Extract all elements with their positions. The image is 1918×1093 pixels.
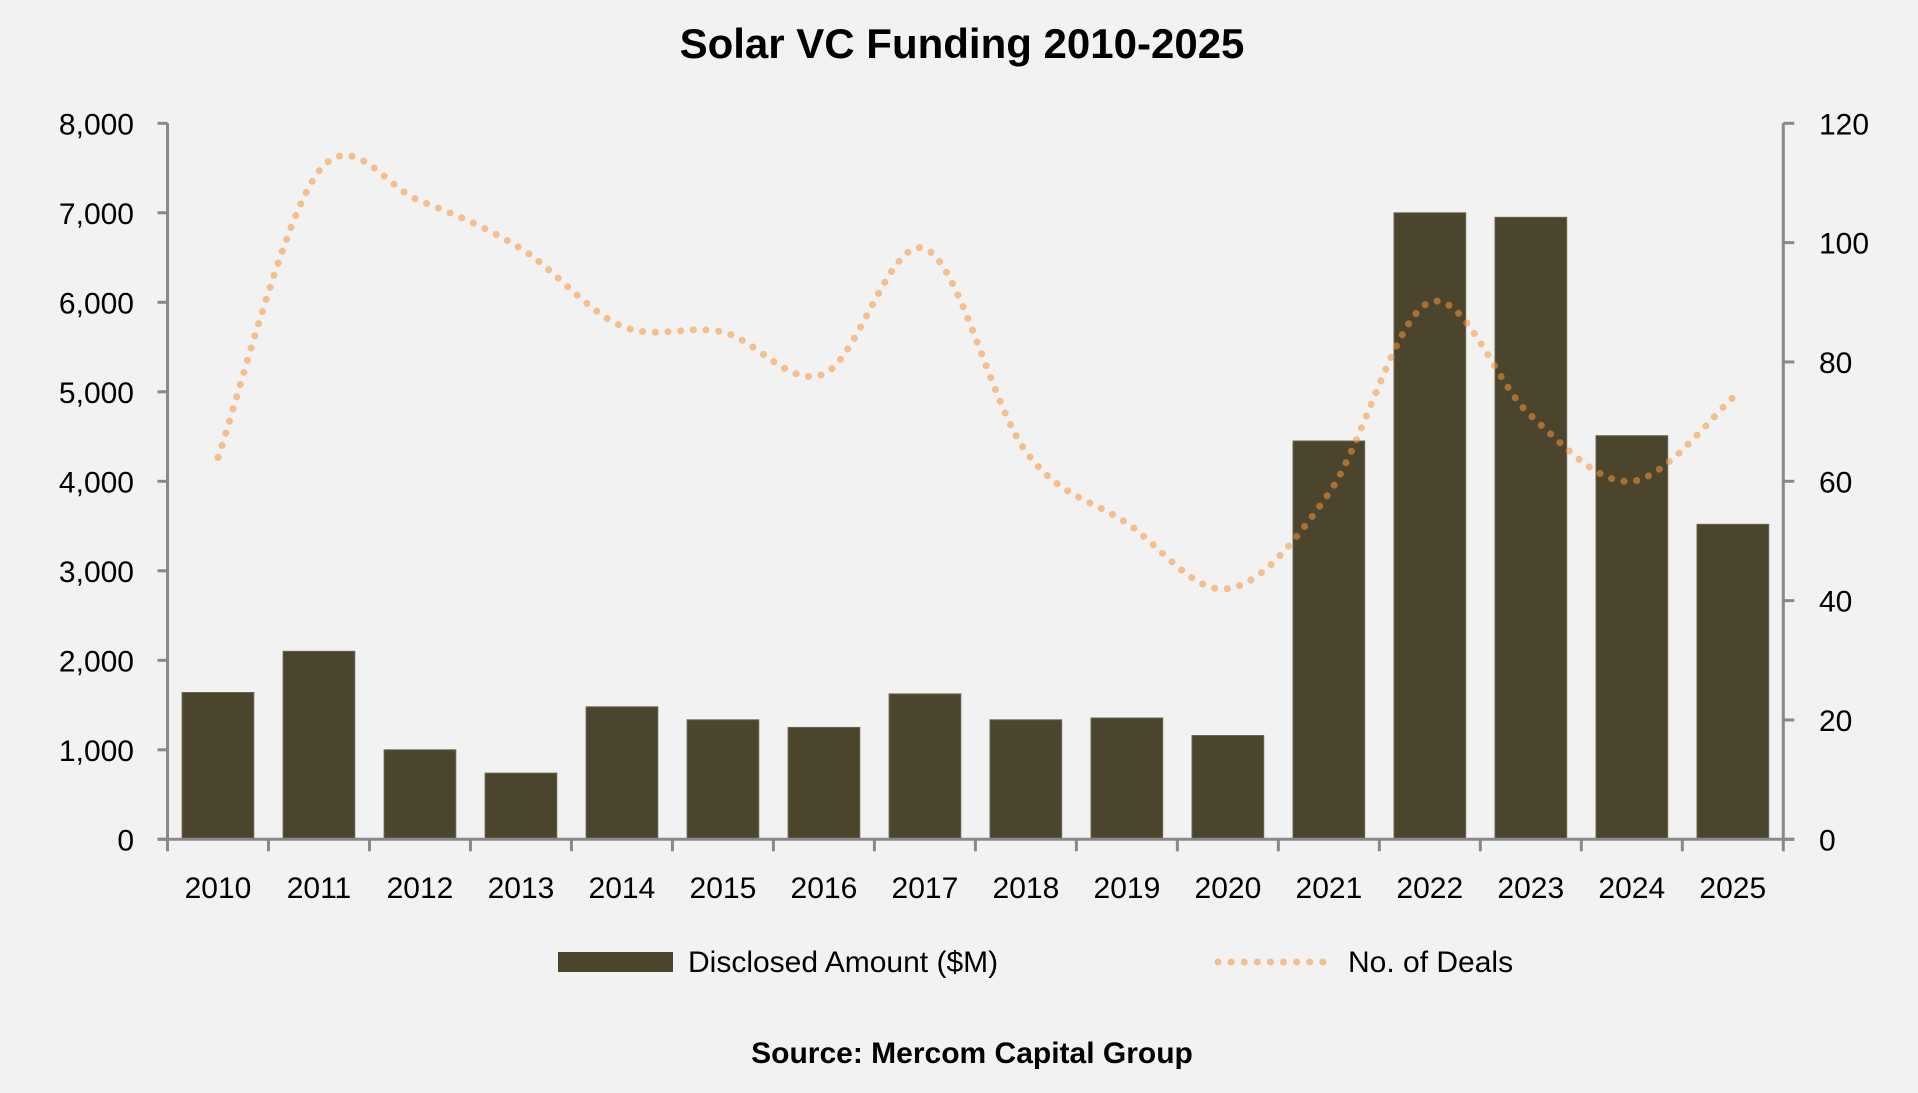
bar-2010 — [181, 692, 255, 840]
bar-2021 — [1292, 440, 1366, 840]
right-axis-tick-label: 20 — [1819, 705, 1852, 738]
x-axis-tick-label: 2024 — [1598, 872, 1665, 905]
right-axis-tick-label: 60 — [1819, 466, 1852, 499]
right-axis-tick-labels: 0 20 40 60 80 100 120 — [1819, 108, 1869, 857]
axes — [157, 121, 1795, 852]
bar-2013 — [484, 772, 558, 840]
right-axis-tick-label: 120 — [1819, 108, 1869, 141]
left-axis-tick-label: 2,000 — [59, 645, 134, 678]
line-series — [214, 152, 1737, 593]
x-axis-tick-label: 2021 — [1296, 872, 1363, 905]
right-axis-tick-label: 100 — [1819, 228, 1869, 261]
right-axis-tick-label: 80 — [1819, 347, 1852, 380]
legend-label-disclosed-amount: Disclosed Amount ($M) — [688, 946, 998, 979]
left-axis-tick-label: 5,000 — [59, 377, 134, 410]
left-axis-tick-label: 7,000 — [59, 198, 134, 231]
bar-2019 — [1090, 717, 1164, 840]
x-axis-tick-label: 2017 — [892, 872, 959, 905]
left-axis-tick-label: 4,000 — [59, 466, 134, 499]
x-axis-tick-label: 2012 — [387, 872, 454, 905]
x-axis-tick-label: 2022 — [1396, 872, 1463, 905]
x-axis-tick-label: 2014 — [589, 872, 656, 905]
bar-2017 — [888, 693, 962, 840]
x-axis-tick-label: 2020 — [1195, 872, 1262, 905]
x-axis-tick-label: 2018 — [993, 872, 1060, 905]
x-axis-tick-label: 2019 — [1094, 872, 1161, 905]
bar-2014 — [585, 706, 659, 840]
source-note: Source: Mercom Capital Group — [751, 1037, 1193, 1070]
bar-2023 — [1494, 216, 1568, 840]
left-axis-tick-label: 8,000 — [59, 108, 134, 141]
left-axis-tick-label: 0 — [117, 824, 134, 857]
bar-2011 — [282, 650, 356, 840]
x-axis-tick-label: 2013 — [488, 872, 555, 905]
chart-title: Solar VC Funding 2010-2025 — [680, 20, 1245, 67]
bar-2015 — [686, 719, 760, 840]
legend-label-no-of-deals: No. of Deals — [1348, 946, 1513, 979]
right-axis-tick-label: 0 — [1819, 824, 1836, 857]
left-axis-tick-labels: 0 1,000 2,000 3,000 4,000 5,000 6,000 7,000 8,00… — [59, 108, 134, 857]
x-axis-tick-label: 2023 — [1497, 872, 1564, 905]
bar-2024 — [1595, 435, 1669, 840]
x-axis-tick-label: 2025 — [1699, 872, 1766, 905]
bar-2018 — [989, 719, 1063, 840]
legend: Disclosed Amount ($M) No. of Deals — [558, 946, 1513, 979]
left-axis-tick-label: 3,000 — [59, 556, 134, 589]
x-axis-tick-label: 2011 — [287, 872, 352, 905]
left-axis-tick-label: 1,000 — [59, 735, 134, 768]
bar-2022 — [1393, 212, 1467, 840]
x-axis-tick-label: 2015 — [690, 872, 757, 905]
x-axis-tick-label: 2010 — [185, 872, 252, 905]
left-axis-tick-label: 6,000 — [59, 287, 134, 320]
legend-swatch-disclosed-amount — [558, 952, 673, 972]
bar-2016 — [787, 726, 861, 840]
deals-line — [214, 152, 1737, 593]
x-axis-tick-labels: 2010 2011 2012 2013 2014 2015 2016 2017 2018 2019… — [185, 872, 1767, 905]
bar-2025 — [1696, 523, 1770, 840]
x-axis-tick-label: 2016 — [791, 872, 858, 905]
bar-series — [181, 212, 1770, 840]
bar-2020 — [1191, 735, 1265, 840]
right-axis-tick-label: 40 — [1819, 586, 1852, 619]
bar-2012 — [383, 749, 457, 840]
